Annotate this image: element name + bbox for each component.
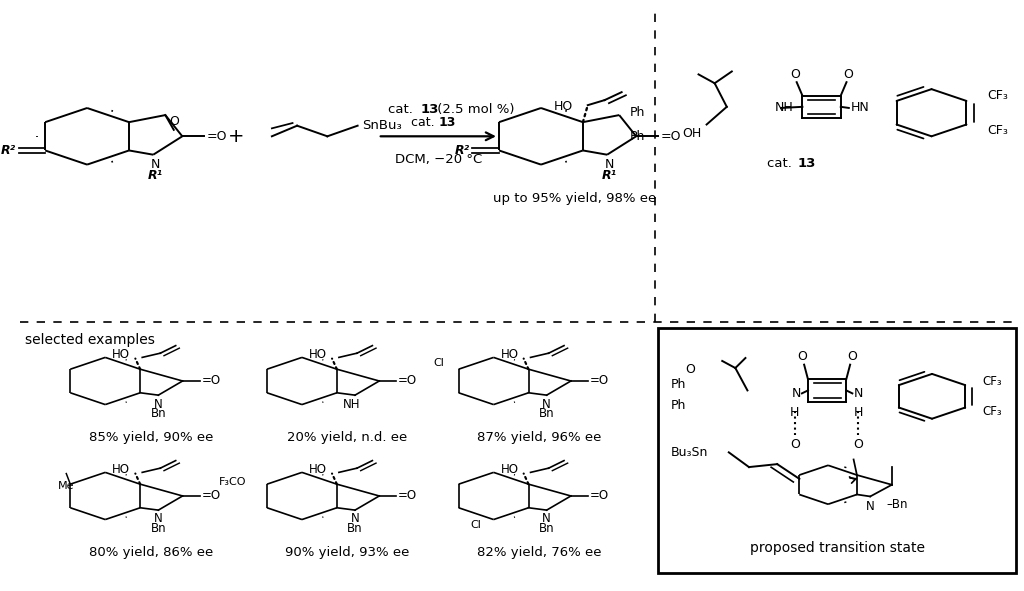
Text: HO: HO bbox=[501, 463, 518, 476]
Text: HO: HO bbox=[112, 348, 130, 361]
Text: NH: NH bbox=[343, 398, 360, 411]
Text: (2.5 mol %): (2.5 mol %) bbox=[433, 103, 515, 116]
Text: =O: =O bbox=[207, 130, 227, 143]
Text: 13: 13 bbox=[438, 116, 456, 129]
Text: cat.: cat. bbox=[388, 103, 417, 116]
Text: 82% yield, 76% ee: 82% yield, 76% ee bbox=[477, 546, 601, 559]
Text: 85% yield, 90% ee: 85% yield, 90% ee bbox=[89, 431, 213, 444]
Text: Ph: Ph bbox=[630, 130, 645, 143]
Text: =O: =O bbox=[590, 375, 609, 388]
Text: CF₃: CF₃ bbox=[987, 124, 1008, 137]
Text: Bn: Bn bbox=[151, 407, 166, 420]
Text: up to 95% yield, 98% ee: up to 95% yield, 98% ee bbox=[493, 192, 656, 205]
Text: Ph: Ph bbox=[671, 399, 686, 412]
Text: proposed transition state: proposed transition state bbox=[750, 541, 925, 555]
Text: Cl: Cl bbox=[471, 521, 481, 531]
Text: =O: =O bbox=[398, 375, 418, 388]
Text: 87% yield, 96% ee: 87% yield, 96% ee bbox=[477, 431, 601, 444]
Text: 20% yield, n.d. ee: 20% yield, n.d. ee bbox=[288, 431, 408, 444]
Text: =O: =O bbox=[202, 375, 220, 388]
Text: O: O bbox=[685, 363, 695, 376]
Text: R¹: R¹ bbox=[602, 169, 617, 182]
Text: –Bn: –Bn bbox=[887, 498, 908, 511]
Text: selected examples: selected examples bbox=[25, 333, 155, 347]
Text: HO: HO bbox=[309, 463, 327, 476]
Text: N: N bbox=[866, 501, 874, 514]
Text: Bn: Bn bbox=[347, 522, 362, 535]
Text: =O: =O bbox=[660, 130, 681, 143]
Text: Bn: Bn bbox=[539, 407, 554, 420]
Text: CF₃: CF₃ bbox=[982, 405, 1002, 418]
Text: cat.: cat. bbox=[411, 116, 438, 129]
Text: R²: R² bbox=[455, 144, 470, 157]
Bar bbox=[658, 328, 1016, 573]
Text: =O: =O bbox=[202, 489, 220, 502]
Text: O: O bbox=[847, 350, 857, 363]
Text: F₃CO: F₃CO bbox=[219, 477, 247, 487]
Text: 90% yield, 93% ee: 90% yield, 93% ee bbox=[286, 546, 410, 559]
Text: HO: HO bbox=[112, 463, 130, 476]
Text: N: N bbox=[154, 512, 163, 525]
Text: HN: HN bbox=[851, 102, 869, 115]
Text: Bn: Bn bbox=[151, 522, 166, 535]
Text: =O: =O bbox=[590, 489, 609, 502]
Text: HO: HO bbox=[554, 100, 573, 113]
Text: N: N bbox=[543, 398, 551, 411]
Text: HO: HO bbox=[309, 348, 327, 361]
Text: Ph: Ph bbox=[630, 106, 645, 119]
Text: N: N bbox=[792, 387, 801, 400]
Text: Bu₃Sn: Bu₃Sn bbox=[671, 446, 708, 459]
Text: OH: OH bbox=[682, 128, 701, 141]
Text: N: N bbox=[151, 158, 161, 171]
Text: Bn: Bn bbox=[539, 522, 554, 535]
Text: N: N bbox=[543, 512, 551, 525]
Text: 80% yield, 86% ee: 80% yield, 86% ee bbox=[89, 546, 213, 559]
Text: DCM, −20 °C: DCM, −20 °C bbox=[394, 153, 482, 166]
Text: cat.: cat. bbox=[767, 157, 797, 170]
Text: O: O bbox=[790, 437, 800, 450]
Text: O: O bbox=[844, 68, 853, 81]
Text: CF₃: CF₃ bbox=[982, 375, 1002, 388]
Text: N: N bbox=[154, 398, 163, 411]
Text: SnBu₃: SnBu₃ bbox=[361, 119, 401, 132]
Text: O: O bbox=[169, 115, 179, 128]
Text: HO: HO bbox=[501, 348, 518, 361]
Text: 13: 13 bbox=[420, 103, 438, 116]
Text: R¹: R¹ bbox=[148, 169, 163, 182]
Text: +: + bbox=[228, 127, 245, 146]
Text: =O: =O bbox=[398, 489, 418, 502]
Text: N: N bbox=[605, 158, 614, 171]
Text: Cl: Cl bbox=[433, 358, 444, 368]
Text: Me: Me bbox=[58, 481, 75, 491]
Text: O: O bbox=[853, 437, 863, 450]
Text: NH: NH bbox=[774, 102, 794, 115]
Text: N: N bbox=[350, 512, 359, 525]
Text: H: H bbox=[854, 407, 863, 420]
Text: N: N bbox=[853, 387, 863, 400]
Text: H: H bbox=[791, 407, 800, 420]
Text: Ph: Ph bbox=[671, 378, 686, 391]
Text: R²: R² bbox=[1, 144, 16, 157]
Text: 13: 13 bbox=[798, 157, 816, 170]
Text: CF₃: CF₃ bbox=[987, 89, 1008, 102]
Text: O: O bbox=[790, 68, 800, 81]
Text: O: O bbox=[798, 350, 807, 363]
FancyArrowPatch shape bbox=[850, 477, 856, 483]
